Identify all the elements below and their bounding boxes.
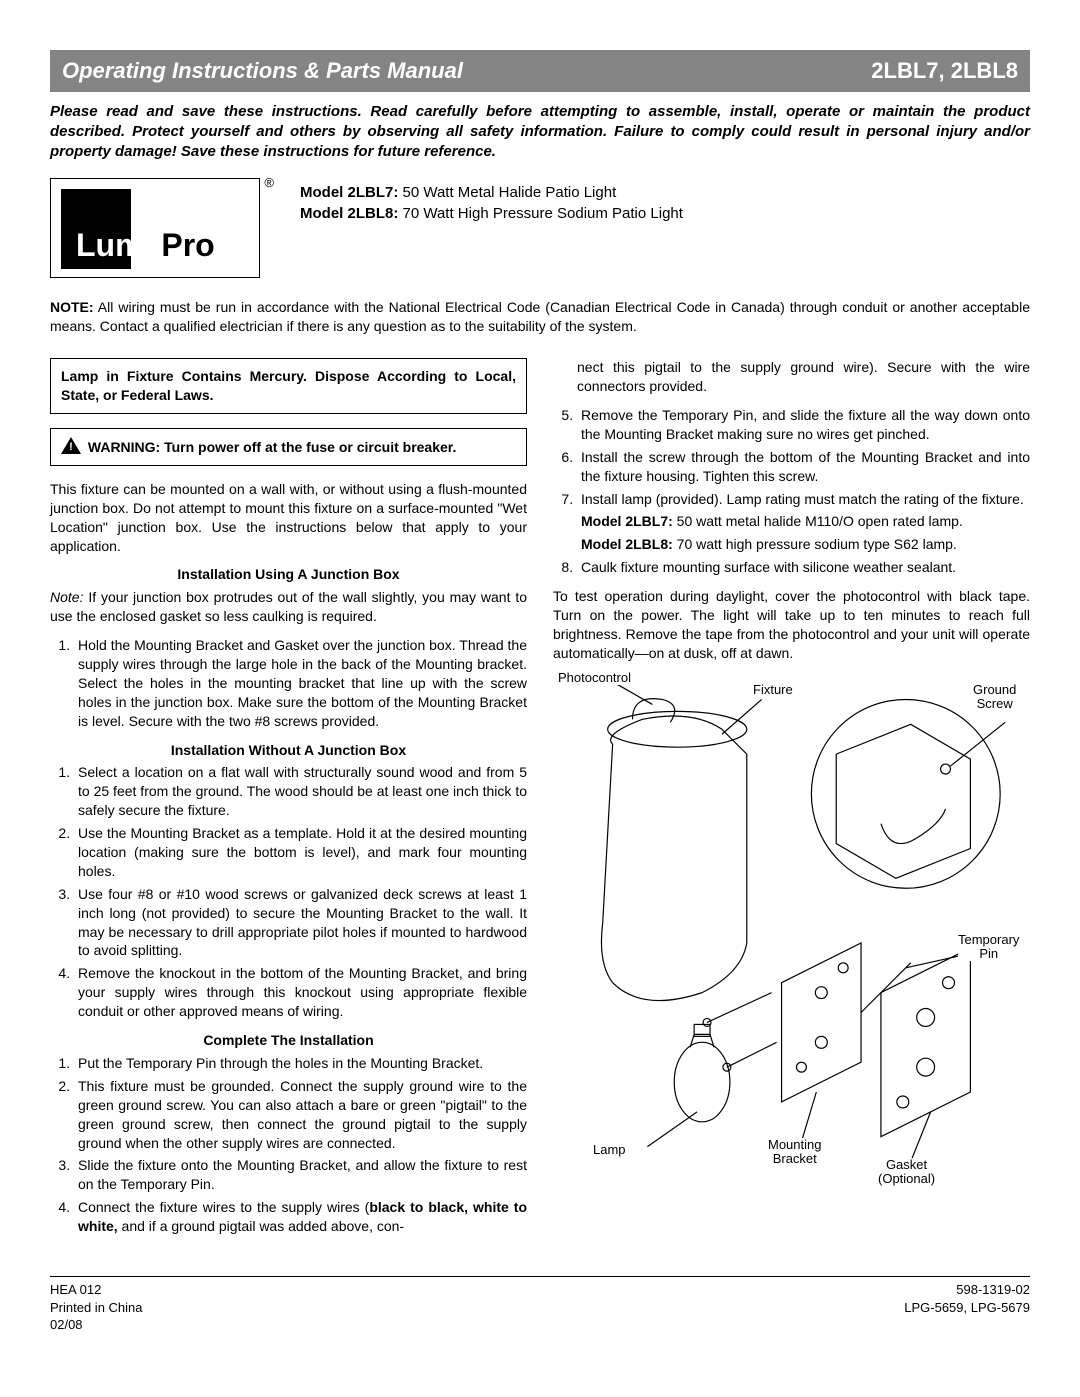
complete-step-1: Put the Temporary Pin through the holes … xyxy=(74,1054,527,1073)
jbox-note-label: Note: xyxy=(50,589,83,605)
complete-step-3: Slide the fixture onto the Mounting Brac… xyxy=(74,1156,527,1194)
no-jbox-step-1: Select a location on a flat wall with st… xyxy=(74,763,527,820)
complete-step-4-pre: Connect the fixture wires to the supply … xyxy=(78,1199,369,1215)
right-step-7: Install lamp (provided). Lamp rating mus… xyxy=(577,490,1030,555)
right-step-6: Install the screw through the bottom of … xyxy=(577,448,1030,486)
lamp-spec-1-desc: 50 watt metal halide M110/O open rated l… xyxy=(673,513,963,529)
model-line-1: Model 2LBL7: 50 Watt Metal Halide Patio … xyxy=(300,182,683,203)
heading-junction-box: Installation Using A Junction Box xyxy=(50,565,527,584)
jbox-steps: Hold the Mounting Bracket and Gasket ove… xyxy=(50,636,527,730)
model-lines: Model 2LBL7: 50 Watt Metal Halide Patio … xyxy=(300,178,683,224)
lamp-spec-2-label: Model 2LBL8: xyxy=(581,536,673,552)
label-lamp: Lamp xyxy=(593,1143,626,1157)
model2-label: Model 2LBL8: xyxy=(300,205,398,222)
warning-icon xyxy=(61,437,81,454)
logo-models-row: LumaPro ® Model 2LBL7: 50 Watt Metal Hal… xyxy=(50,178,1030,278)
footer-left: HEA 012 Printed in China 02/08 xyxy=(50,1281,143,1334)
no-jbox-step-3: Use four #8 or #10 wood screws or galvan… xyxy=(74,885,527,961)
registered-icon: ® xyxy=(264,174,274,192)
logo-brand-white: Luma xyxy=(76,227,161,263)
footer-left-1: HEA 012 xyxy=(50,1281,143,1299)
heading-complete: Complete The Installation xyxy=(50,1031,527,1050)
footer: HEA 012 Printed in China 02/08 598-1319-… xyxy=(50,1281,1030,1334)
model2-desc: 70 Watt High Pressure Sodium Patio Light xyxy=(398,205,683,222)
mercury-box: Lamp in Fixture Contains Mercury. Dispos… xyxy=(50,358,527,414)
jbox-note-text: If your junction box protrudes out of th… xyxy=(50,589,527,624)
logo-brand-black: Pro xyxy=(161,227,214,263)
footer-right-1: 598-1319-02 xyxy=(904,1281,1030,1299)
intro-warning: Please read and save these instructions.… xyxy=(50,102,1030,163)
lamp-spec-1-label: Model 2LBL7: xyxy=(581,513,673,529)
footer-right: 598-1319-02 LPG-5659, LPG-5679 xyxy=(904,1281,1030,1334)
header-title-right: 2LBL7, 2LBL8 xyxy=(871,56,1018,86)
header-title-left: Operating Instructions & Parts Manual xyxy=(62,56,463,86)
label-gasket: Gasket (Optional) xyxy=(878,1158,935,1187)
complete-steps: Put the Temporary Pin through the holes … xyxy=(50,1054,527,1236)
model1-label: Model 2LBL7: xyxy=(300,184,398,201)
two-columns: Lamp in Fixture Contains Mercury. Dispos… xyxy=(50,358,1030,1246)
label-mounting-bracket: Mounting Bracket xyxy=(768,1138,821,1167)
warning-box: WARNING: Turn power off at the fuse or c… xyxy=(50,428,527,466)
left-column: Lamp in Fixture Contains Mercury. Dispos… xyxy=(50,358,527,1246)
no-jbox-step-4: Remove the knockout in the bottom of the… xyxy=(74,964,527,1021)
step7-text: Install lamp (provided). Lamp rating mus… xyxy=(581,491,1024,507)
model-line-2: Model 2LBL8: 70 Watt High Pressure Sodiu… xyxy=(300,203,683,224)
right-column: nect this pigtail to the supply ground w… xyxy=(553,358,1030,1246)
logo-wrap: LumaPro ® xyxy=(50,178,260,278)
complete-step-4: Connect the fixture wires to the supply … xyxy=(74,1198,527,1236)
warning-text: WARNING: Turn power off at the fuse or c… xyxy=(61,437,516,457)
note-text: All wiring must be run in accordance wit… xyxy=(50,299,1030,334)
label-fixture: Fixture xyxy=(753,683,793,697)
lamp-spec-2-desc: 70 watt high pressure sodium type S62 la… xyxy=(673,536,957,552)
complete-step-2: This fixture must be grounded. Connect t… xyxy=(74,1077,527,1153)
mount-paragraph: This fixture can be mounted on a wall wi… xyxy=(50,480,527,556)
warning-label: WARNING: Turn power off at the fuse or c… xyxy=(88,439,456,455)
no-jbox-steps: Select a location on a flat wall with st… xyxy=(50,763,527,1021)
note-label: NOTE: xyxy=(50,299,94,315)
brand-logo: LumaPro xyxy=(50,178,260,278)
jbox-step-1: Hold the Mounting Bracket and Gasket ove… xyxy=(74,636,527,730)
complete-step-4-post: and if a ground pigtail was added above,… xyxy=(118,1218,404,1234)
page: Operating Instructions & Parts Manual 2L… xyxy=(50,50,1030,1334)
right-step-5: Remove the Temporary Pin, and slide the … xyxy=(577,406,1030,444)
no-jbox-step-2: Use the Mounting Bracket as a template. … xyxy=(74,824,527,881)
mercury-text: Lamp in Fixture Contains Mercury. Dispos… xyxy=(61,367,516,405)
footer-left-3: 02/08 xyxy=(50,1316,143,1334)
test-paragraph: To test operation during daylight, cover… xyxy=(553,587,1030,663)
right-steps: Remove the Temporary Pin, and slide the … xyxy=(553,406,1030,577)
right-continuation: nect this pigtail to the supply ground w… xyxy=(553,358,1030,396)
lamp-spec-1: Model 2LBL7: 50 watt metal halide M110/O… xyxy=(581,512,1030,531)
heading-no-junction-box: Installation Without A Junction Box xyxy=(50,741,527,760)
footer-rule xyxy=(50,1276,1030,1277)
logo-text: LumaPro xyxy=(76,224,215,267)
header-bar: Operating Instructions & Parts Manual 2L… xyxy=(50,50,1030,92)
lamp-spec-2: Model 2LBL8: 70 watt high pressure sodiu… xyxy=(581,535,1030,554)
footer-left-2: Printed in China xyxy=(50,1299,143,1317)
right-step-8: Caulk fixture mounting surface with sili… xyxy=(577,558,1030,577)
jbox-note: Note: If your junction box protrudes out… xyxy=(50,588,527,626)
label-ground-screw: Ground Screw xyxy=(973,683,1016,712)
model1-desc: 50 Watt Metal Halide Patio Light xyxy=(398,184,616,201)
assembly-diagram: Photocontrol Fixture Ground Screw Tempor… xyxy=(553,673,1030,1193)
footer-right-2: LPG-5659, LPG-5679 xyxy=(904,1299,1030,1317)
note-block: NOTE: All wiring must be run in accordan… xyxy=(50,298,1030,336)
label-photocontrol: Photocontrol xyxy=(558,671,631,685)
label-temp-pin: Temporary Pin xyxy=(958,933,1019,962)
